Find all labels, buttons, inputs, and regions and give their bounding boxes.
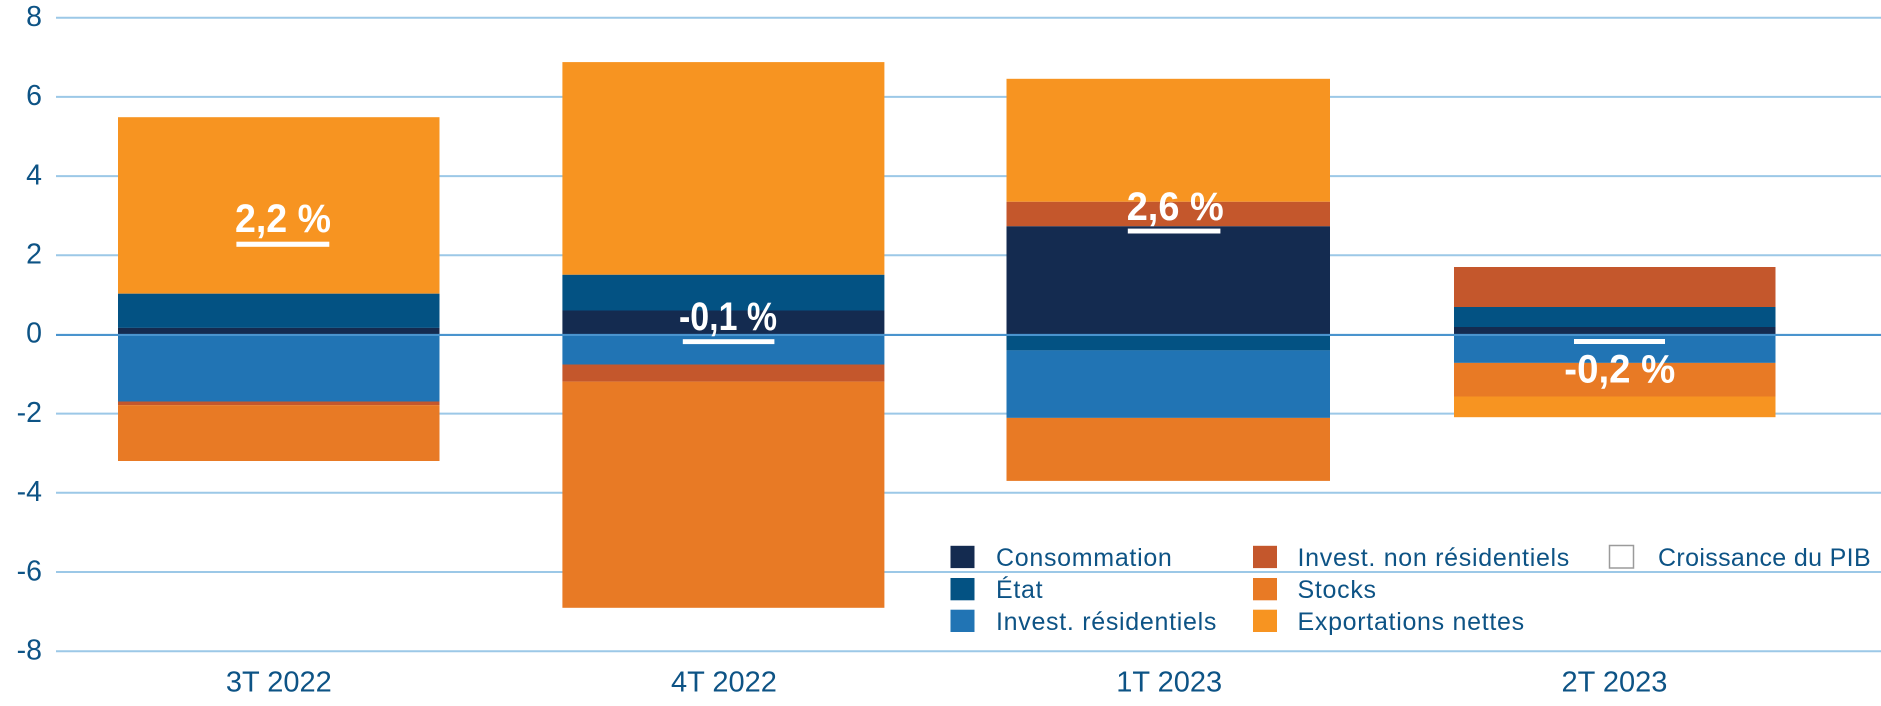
svg-text:8: 8 xyxy=(26,1,42,33)
svg-text:2T 2023: 2T 2023 xyxy=(1561,667,1667,699)
svg-text:2,2 %: 2,2 % xyxy=(235,197,331,241)
svg-text:Invest. résidentiels: Invest. résidentiels xyxy=(996,608,1217,636)
svg-text:Croissance du PIB: Croissance du PIB xyxy=(1658,544,1871,572)
svg-text:-2: -2 xyxy=(17,397,42,429)
svg-text:3T 2022: 3T 2022 xyxy=(226,667,332,699)
svg-text:2,6 %: 2,6 % xyxy=(1127,185,1224,229)
svg-text:Stocks: Stocks xyxy=(1298,576,1377,604)
svg-text:-4: -4 xyxy=(17,476,42,508)
svg-text:-8: -8 xyxy=(17,635,42,667)
svg-text:0: 0 xyxy=(26,318,42,350)
svg-text:Exportations nettes: Exportations nettes xyxy=(1298,608,1525,636)
svg-text:État: État xyxy=(996,575,1043,604)
svg-text:4: 4 xyxy=(26,159,42,191)
svg-text:4T 2022: 4T 2022 xyxy=(671,667,777,699)
svg-text:Invest. non résidentiels: Invest. non résidentiels xyxy=(1298,544,1571,572)
svg-text:-6: -6 xyxy=(17,555,42,587)
svg-text:2: 2 xyxy=(26,239,42,271)
svg-text:-0,2 %: -0,2 % xyxy=(1564,348,1675,392)
svg-text:6: 6 xyxy=(26,80,42,112)
svg-text:Consommation: Consommation xyxy=(996,544,1173,572)
svg-text:-0,1 %: -0,1 % xyxy=(679,295,777,339)
svg-text:1T 2023: 1T 2023 xyxy=(1116,667,1222,699)
